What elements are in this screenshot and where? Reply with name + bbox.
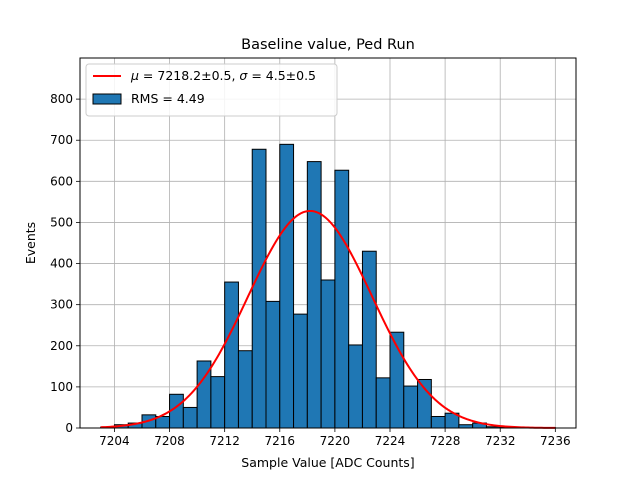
histogram-bar [210, 376, 226, 429]
gaussian-fit-curve [100, 209, 556, 429]
histogram-bar [430, 415, 446, 429]
y-tick-label: 600 [50, 174, 73, 188]
x-axis-label: Sample Value [ADC Counts] [241, 455, 414, 470]
x-tick-label: 7212 [209, 434, 240, 448]
y-axis-label: Events [23, 222, 38, 264]
x-tick-label: 7236 [540, 434, 571, 448]
histogram-bar [320, 279, 336, 429]
y-tick-label: 400 [50, 257, 73, 271]
histogram-bar [279, 143, 295, 429]
x-tick-label: 7224 [375, 434, 406, 448]
histogram-bar [265, 300, 281, 429]
histogram-bar [375, 377, 391, 429]
histogram-bars [100, 143, 556, 429]
histogram-bar [348, 344, 363, 429]
x-tick-label: 7228 [430, 434, 461, 448]
y-tick-label: 100 [50, 380, 73, 394]
histogram-bar [182, 406, 198, 429]
legend-sigma-value: = 4.5±0.5 [247, 68, 316, 83]
x-tick-label: 7216 [265, 434, 296, 448]
histogram-bar [237, 350, 253, 429]
plot-frame [79, 57, 577, 429]
x-tick-label: 7208 [154, 434, 185, 448]
legend-box [85, 63, 338, 117]
x-axis-ticks: 7204 7208 7212 7216 7220 7224 7228 7232 7236 [99, 428, 571, 448]
histogram-bar [361, 250, 377, 429]
histogram-bar [224, 281, 239, 429]
histogram-bar [334, 169, 350, 429]
legend-mu-symbol: μ [130, 68, 139, 83]
y-tick-label: 200 [50, 339, 73, 353]
histogram-bar [251, 148, 267, 429]
x-tick-label: 7220 [320, 434, 351, 448]
histogram-bar [293, 313, 308, 429]
x-tick-label: 7232 [485, 434, 516, 448]
y-axis-ticks: 0 100 200 300 400 500 600 700 800 [50, 92, 80, 435]
y-tick-label: 800 [50, 92, 73, 106]
histogram-bar [417, 378, 432, 429]
y-tick-label: 500 [50, 215, 73, 229]
legend-hist-label: RMS = 4.49 [131, 91, 205, 106]
y-tick-label: 300 [50, 298, 73, 312]
legend-hist-swatch [92, 93, 122, 105]
histogram-bar [403, 385, 419, 429]
histogram-bar [306, 161, 322, 429]
legend-fit-label: μ = 7218.2±0.5, σ = 4.5±0.5 [130, 68, 316, 83]
y-tick-label: 700 [50, 133, 73, 147]
legend: μ = 7218.2±0.5, σ = 4.5±0.5 RMS = 4.49 [85, 63, 338, 117]
x-tick-label: 7204 [99, 434, 130, 448]
gaussian-fit [100, 209, 556, 429]
chart-title: Baseline value, Ped Run [241, 37, 415, 53]
legend-mu-value: = 7218.2±0.5, [139, 68, 239, 83]
legend-sigma-symbol: σ [239, 68, 248, 83]
y-tick-label: 0 [65, 421, 73, 435]
